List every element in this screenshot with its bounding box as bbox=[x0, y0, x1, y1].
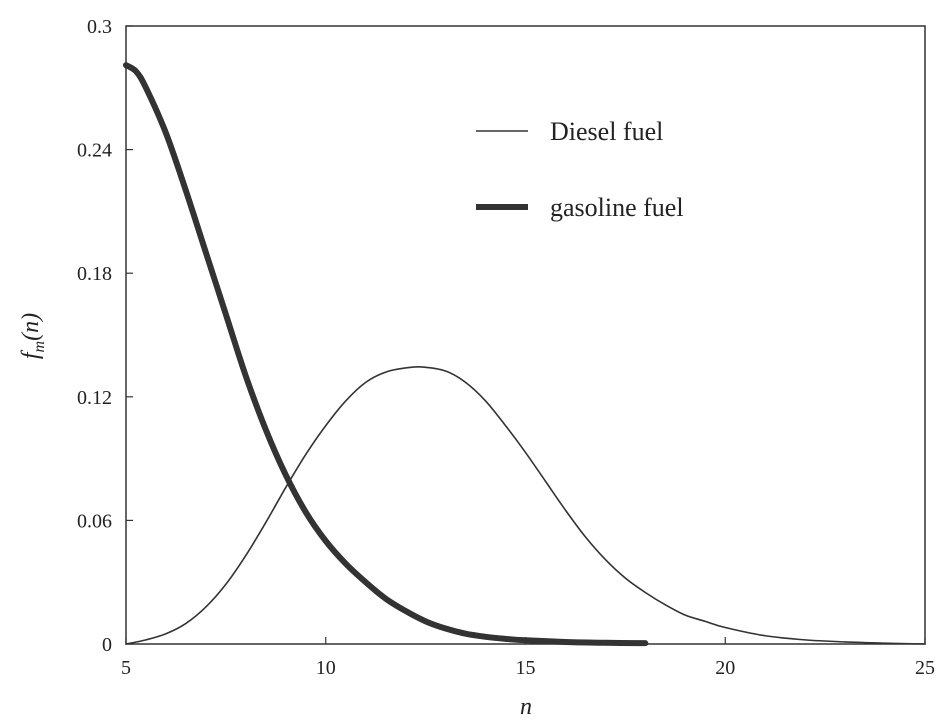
y-tick-label: 0.24 bbox=[77, 140, 112, 162]
svg-text:fm(n): fm(n) bbox=[18, 313, 48, 359]
y-axis: 0 0.06 0.12 0.18 0.24 0.3 bbox=[77, 16, 133, 656]
y-axis-label: fm(n) bbox=[18, 313, 48, 359]
x-tick-label: 20 bbox=[715, 657, 735, 679]
y-tick-label: 0.3 bbox=[87, 16, 112, 38]
legend: Diesel fuel gasoline fuel bbox=[476, 117, 684, 222]
plot-border bbox=[125, 25, 926, 645]
y-tick-label: 0 bbox=[102, 634, 112, 656]
y-tick-label: 0.12 bbox=[77, 387, 112, 409]
y-tick-label: 0.06 bbox=[77, 510, 112, 532]
diesel-fuel-line bbox=[125, 365, 926, 645]
y-label-subscript: m bbox=[31, 341, 48, 353]
x-axis: 5 10 15 20 25 bbox=[121, 637, 935, 679]
plot-area bbox=[125, 25, 926, 645]
y-label-main: f bbox=[18, 349, 44, 359]
series-layer bbox=[123, 62, 926, 647]
gasoline-fuel-line bbox=[123, 62, 649, 647]
y-label-argument: (n) bbox=[18, 313, 44, 341]
x-tick-label: 10 bbox=[316, 657, 336, 679]
y-tick-label: 0.18 bbox=[77, 263, 112, 285]
x-axis-label: n bbox=[520, 694, 532, 720]
legend-label-gasoline-fuel: gasoline fuel bbox=[550, 193, 684, 222]
legend-label-diesel-fuel: Diesel fuel bbox=[550, 117, 663, 146]
x-tick-label: 15 bbox=[516, 657, 536, 679]
x-tick-label: 5 bbox=[121, 657, 131, 679]
x-tick-label: 25 bbox=[915, 657, 935, 679]
